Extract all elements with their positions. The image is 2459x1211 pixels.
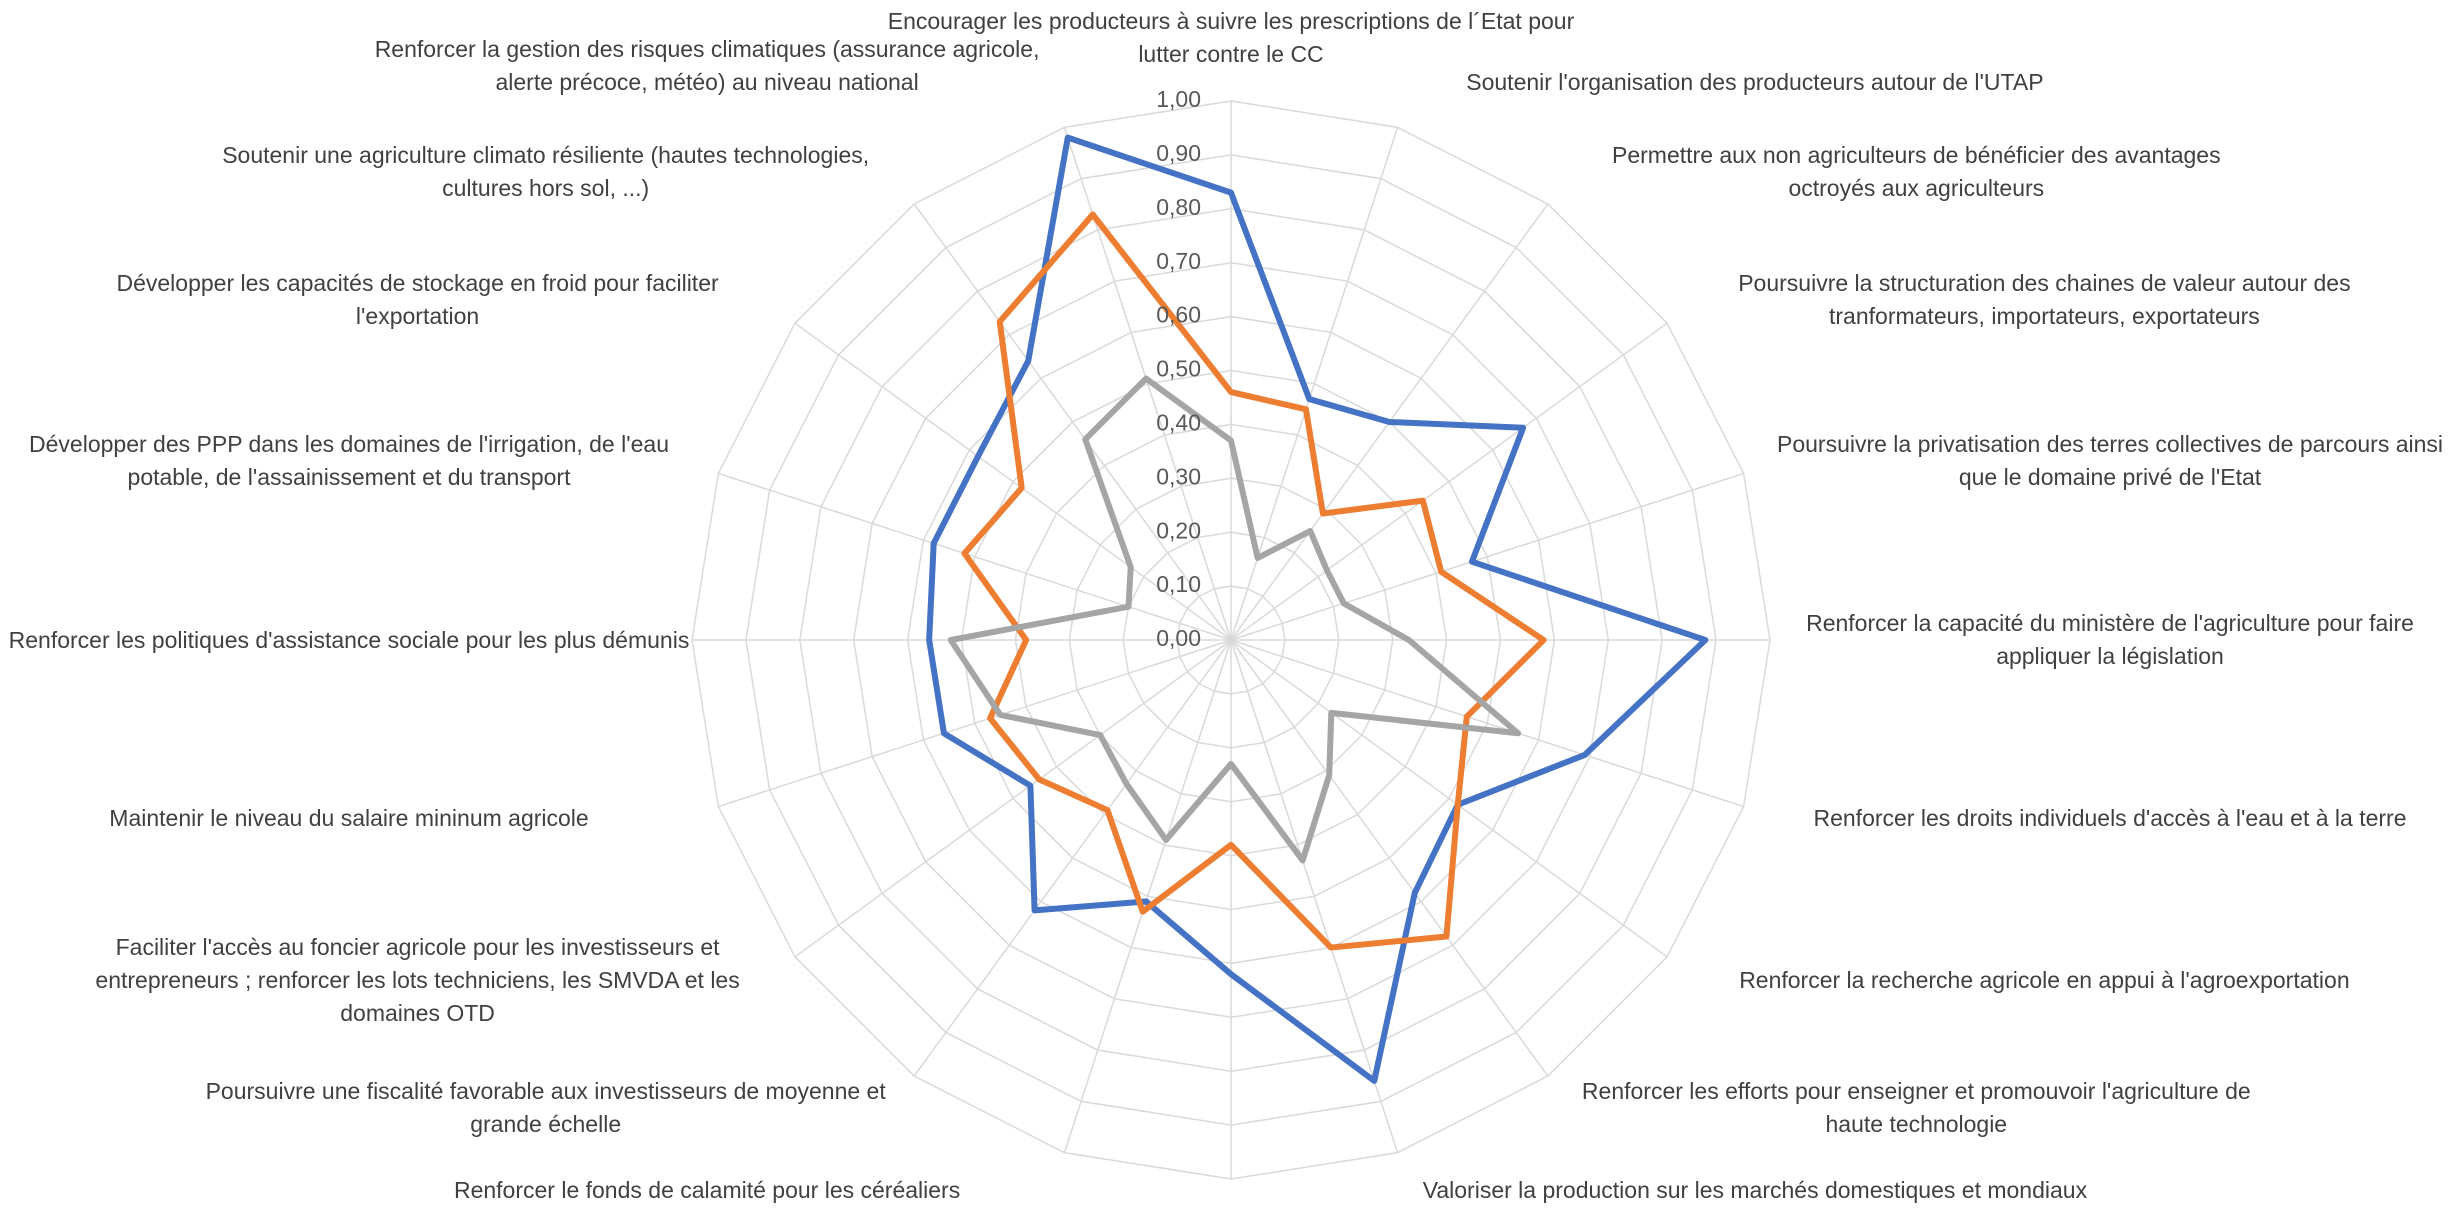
category-label: Faciliter l'accès au foncier agricole po…: [95, 933, 740, 1026]
spoke: [718, 639, 1232, 808]
spoke: [1230, 639, 1744, 808]
spoke: [913, 639, 1232, 1077]
spoke: [1063, 639, 1232, 1153]
category-label: Renforcer les efforts pour enseigner et …: [1581, 1078, 2251, 1138]
r-tick-label: 0,00: [1156, 625, 1201, 651]
category-label: Encourager les producteurs à suivre les …: [887, 8, 1575, 67]
category-label: Renforcer les droits individuels d'accès…: [1813, 805, 2407, 832]
r-tick-label: 0,30: [1156, 463, 1201, 489]
spoke: [1230, 472, 1744, 641]
series-line: [947, 375, 1522, 864]
series-line: [961, 211, 1547, 951]
r-tick-label: 0,80: [1156, 194, 1201, 220]
r-tick-label: 0,10: [1156, 571, 1201, 597]
r-tick-label: 0,50: [1156, 356, 1201, 382]
category-label: Soutenir une agriculture climato résilie…: [222, 141, 870, 201]
category-label: Valoriser la production sur les marchés …: [1422, 1177, 2088, 1203]
category-label: Soutenir l'organisation des producteurs …: [1466, 69, 2044, 96]
category-label: Poursuivre la structuration des chaines …: [1738, 269, 2351, 329]
category-label: Poursuivre une fiscalité favorable aux i…: [205, 1078, 886, 1138]
category-label: Renforcer la gestion des risques climati…: [374, 36, 1040, 96]
category-label: Poursuivre la privatisation des terres c…: [1776, 431, 2444, 491]
spoke: [794, 639, 1232, 958]
spoke: [913, 203, 1232, 641]
spoke: [1230, 322, 1668, 641]
spoke: [1230, 639, 1668, 958]
spoke: [1230, 127, 1399, 641]
series-line: [926, 134, 1709, 1084]
r-tick-label: 0,90: [1156, 140, 1201, 166]
category-label: Maintenir le niveau du salaire mininum a…: [109, 805, 589, 832]
r-tick-label: 0,40: [1156, 409, 1201, 435]
r-tick-label: 0,70: [1156, 248, 1201, 274]
category-label: Permettre aux non agriculteurs de bénéfi…: [1612, 141, 2221, 201]
r-tick-label: 0,20: [1156, 517, 1201, 543]
spoke: [718, 472, 1232, 641]
r-tick-label: 1,00: [1156, 86, 1201, 112]
spoke: [794, 322, 1232, 641]
category-label: Développer les capacités de stockage en …: [116, 269, 719, 329]
category-label: Développer des PPP dans les domaines de …: [29, 431, 669, 491]
category-label: Renforcer le fonds de calamité pour les …: [453, 1177, 961, 1203]
spoke: [1230, 639, 1399, 1153]
r-tick-label: 0,60: [1156, 302, 1201, 328]
category-label: Renforcer les politiques d'assistance so…: [8, 626, 690, 653]
category-label: Renforcer la capacité du ministère de l'…: [1806, 610, 2414, 669]
spoke: [1063, 127, 1232, 641]
spoke: [1230, 639, 1549, 1077]
category-label: Renforcer la recherche agricole en appui…: [1739, 966, 2350, 993]
